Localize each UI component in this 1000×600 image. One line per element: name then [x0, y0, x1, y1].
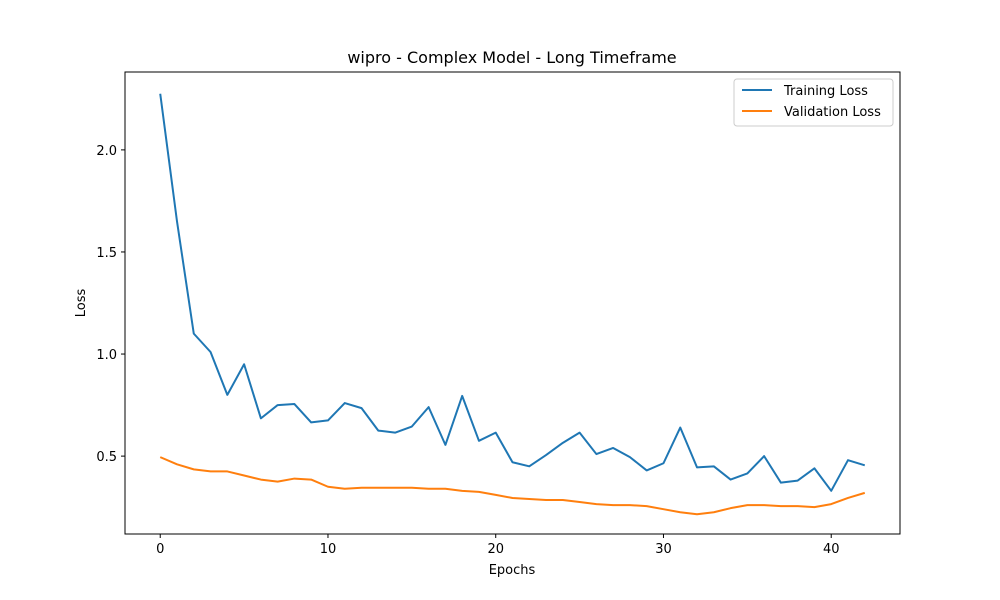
legend-box	[733, 78, 894, 127]
training-loss-line	[159, 93, 866, 492]
y-tick-label: 0.5	[96, 450, 117, 465]
y-axis: 0.5 1.0 1.5 2.0	[96, 144, 125, 465]
y-axis-label: Loss	[74, 289, 89, 318]
plot-frame	[124, 71, 901, 535]
legend-label-training-loss: Training Loss	[783, 84, 868, 99]
x-tick-label: 40	[823, 542, 840, 557]
y-tick-label: 1.0	[96, 348, 117, 363]
validation-loss-line	[159, 456, 866, 516]
y-tick-label: 1.5	[96, 246, 117, 261]
x-axis-label: Epochs	[489, 563, 536, 578]
x-tick-label: 20	[487, 542, 504, 557]
x-tick-label: 10	[320, 542, 337, 557]
x-tick-label: 0	[156, 542, 164, 557]
x-tick-label: 30	[655, 542, 672, 557]
legend-label-validation-loss: Validation Loss	[784, 105, 881, 120]
chart-title: wipro - Complex Model - Long Timeframe	[347, 48, 676, 67]
series-lines	[159, 93, 866, 516]
legend: Training Loss Validation Loss	[733, 78, 894, 127]
x-axis: 0 10 20 30 40	[156, 534, 839, 557]
y-tick-label: 2.0	[96, 144, 117, 159]
